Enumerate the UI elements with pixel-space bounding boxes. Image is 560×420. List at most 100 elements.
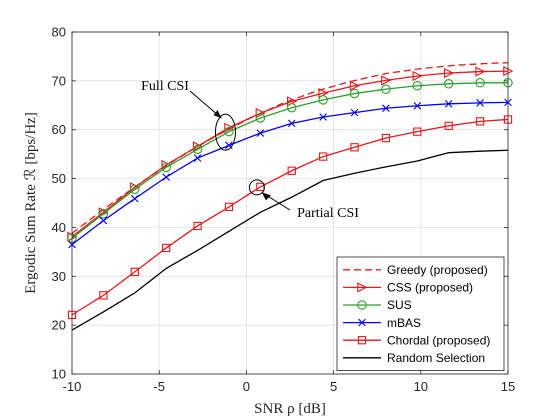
- x-marker-stroke: [130, 194, 139, 203]
- data-point-mbas: [350, 108, 359, 117]
- x-tick-label: 15: [501, 379, 515, 394]
- data-point-mbas: [193, 154, 202, 162]
- series-layer: [67, 62, 514, 331]
- y-tick-label: 80: [52, 25, 66, 40]
- y-tick-label: 20: [52, 318, 66, 333]
- x-tick-label: 10: [414, 379, 428, 394]
- series-mbas: [68, 98, 512, 249]
- legend-swatch-marker: [357, 300, 367, 310]
- data-point-sus: [475, 78, 485, 88]
- legend-label: SUS: [387, 298, 412, 312]
- x-marker-stroke: [225, 141, 233, 150]
- x-marker-stroke: [444, 100, 453, 108]
- data-point-mbas: [256, 129, 265, 137]
- full-csi-ellipse: [214, 113, 236, 151]
- x-marker-stroke: [358, 318, 366, 327]
- data-point-mbas: [287, 119, 296, 128]
- data-point-css-proposed: [192, 141, 203, 152]
- data-point-mbas: [130, 194, 139, 203]
- data-point-css-proposed: [443, 67, 455, 79]
- x-marker-stroke: [193, 154, 202, 162]
- data-point-sus: [192, 144, 203, 155]
- axes-box: [71, 31, 509, 375]
- x-marker-stroke: [382, 104, 390, 113]
- data-point-mbas: [476, 99, 484, 107]
- y-tick-label: 10: [52, 367, 66, 382]
- series-chordal-proposed: [67, 115, 513, 320]
- legend-item-random-selection: Random Selection: [343, 351, 485, 365]
- legend-swatch-marker: [358, 318, 366, 327]
- data-point-chordal-proposed: [193, 221, 202, 231]
- data-point-chordal-proposed: [287, 166, 296, 175]
- legend-item-greedy-proposed: Greedy (proposed): [343, 263, 488, 277]
- legend-label: mBAS: [387, 316, 421, 330]
- series-line-css-proposed: [71, 70, 509, 238]
- x-marker-stroke: [162, 173, 170, 181]
- y-tick-label: 60: [52, 122, 66, 137]
- data-point-sus: [318, 95, 328, 105]
- y-tick-label: 70: [52, 73, 66, 88]
- partial-csi-circle: [248, 179, 265, 196]
- data-point-mbas: [444, 100, 453, 108]
- data-point-chordal-proposed: [162, 243, 171, 253]
- data-point-chordal-proposed: [381, 133, 391, 143]
- x-marker-stroke: [413, 101, 422, 110]
- x-tick-label: 5: [330, 379, 337, 394]
- legend-item-sus: SUS: [343, 298, 412, 312]
- legend-item-chordal-proposed: Chordal (proposed): [343, 333, 490, 347]
- data-point-css-proposed: [412, 70, 423, 82]
- legend-swatch-marker: [357, 336, 367, 345]
- x-tick-label: -5: [153, 379, 165, 394]
- legend-label: Chordal (proposed): [387, 333, 490, 347]
- data-point-sus: [349, 88, 360, 99]
- data-point-sus: [224, 126, 234, 137]
- data-point-chordal-proposed: [475, 117, 485, 126]
- annotations: Full CSI Partial CSI: [141, 79, 359, 221]
- partial-csi-arrowhead: [261, 192, 271, 201]
- data-point-mbas: [99, 216, 108, 225]
- y-tick-label: 40: [52, 220, 66, 235]
- y-tick-label: 50: [52, 171, 66, 186]
- x-marker-stroke: [350, 108, 359, 117]
- data-point-chordal-proposed: [350, 143, 359, 152]
- annotation-full-csi: Full CSI: [141, 79, 189, 94]
- data-point-mbas: [382, 104, 390, 113]
- data-point-sus: [255, 113, 266, 123]
- x-tick-label: -10: [63, 379, 82, 394]
- series-line-chordal-proposed: [71, 118, 509, 316]
- ticks: -10 -5 0 5 10 15 10 20 30 40 50 60 70 80: [52, 25, 516, 395]
- data-point-mbas: [319, 113, 327, 121]
- data-point-chordal-proposed: [413, 127, 422, 136]
- data-point-css-proposed: [349, 80, 360, 91]
- data-point-chordal-proposed: [224, 202, 234, 212]
- full-csi-arrowhead: [213, 110, 222, 119]
- data-point-sus: [286, 102, 297, 113]
- data-point-sus: [381, 84, 391, 94]
- data-point-css-proposed: [255, 108, 266, 119]
- series-random-selection: [71, 149, 509, 331]
- data-point-chordal-proposed: [99, 291, 108, 300]
- x-axis-title: SNR ρ [dB]: [254, 401, 326, 417]
- x-marker-stroke: [99, 216, 108, 225]
- legend-item-mbas: mBAS: [343, 316, 421, 330]
- legend-label: Greedy (proposed): [387, 263, 488, 277]
- data-point-chordal-proposed: [318, 152, 328, 161]
- data-point-chordal-proposed: [444, 121, 453, 130]
- data-point-sus: [130, 184, 140, 195]
- y-axis-title: Ergodic Sum Rate ℛ [bps/Hz]: [23, 112, 39, 294]
- data-point-css-proposed: [224, 122, 235, 133]
- data-point-mbas: [162, 173, 170, 181]
- data-point-css-proposed: [475, 66, 486, 77]
- legend-box: [336, 256, 505, 371]
- legend-swatch-marker: [357, 282, 368, 293]
- data-point-sus: [98, 208, 109, 219]
- data-point-mbas: [413, 101, 422, 110]
- legend-item-css-proposed: CSS (proposed): [343, 281, 473, 295]
- x-marker-stroke: [476, 99, 484, 107]
- data-point-chordal-proposed: [130, 267, 139, 277]
- legend: Greedy (proposed) CSS (proposed) SUS mBAS Ch…: [336, 256, 505, 371]
- legend-label: CSS (proposed): [387, 281, 473, 295]
- data-point-css-proposed: [381, 75, 392, 86]
- x-marker-stroke: [287, 119, 296, 128]
